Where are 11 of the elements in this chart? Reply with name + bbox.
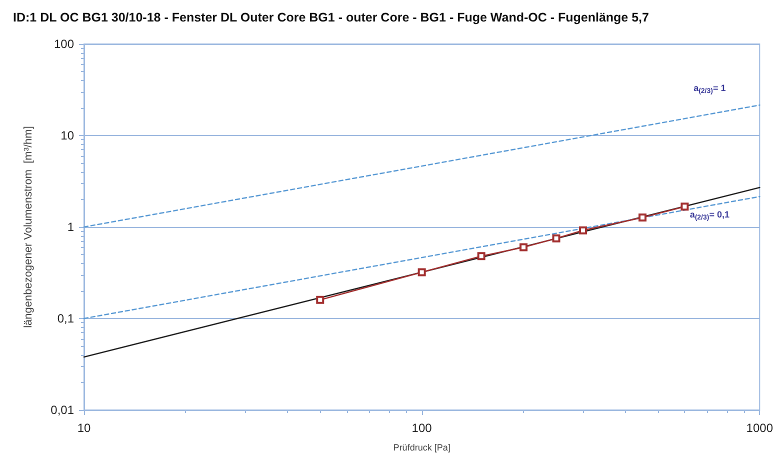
y-axis-title: längenbezogener Volumenstrom [m³/hm] [22,126,34,328]
x-tick-label: 10 [77,421,91,435]
x-tick-label: 100 [412,421,432,435]
y-tick-label: 0,01 [50,403,74,417]
y-tick-label: 0,1 [57,312,74,326]
x-tick-label: 1000 [746,421,774,435]
y-tick-label: 1 [67,220,74,234]
chart-title: ID:1 DL OC BG1 30/10-18 - Fenster DL Outer Core BG1 - outer Core - BG1 - Fuge Wand-OC - Fugenlänge 5,7 [13,10,650,24]
y-tick-label: 100 [54,37,74,51]
x-axis-title: Prüfdruck [Pa] [393,442,450,452]
y-tick-label: 10 [60,128,74,142]
